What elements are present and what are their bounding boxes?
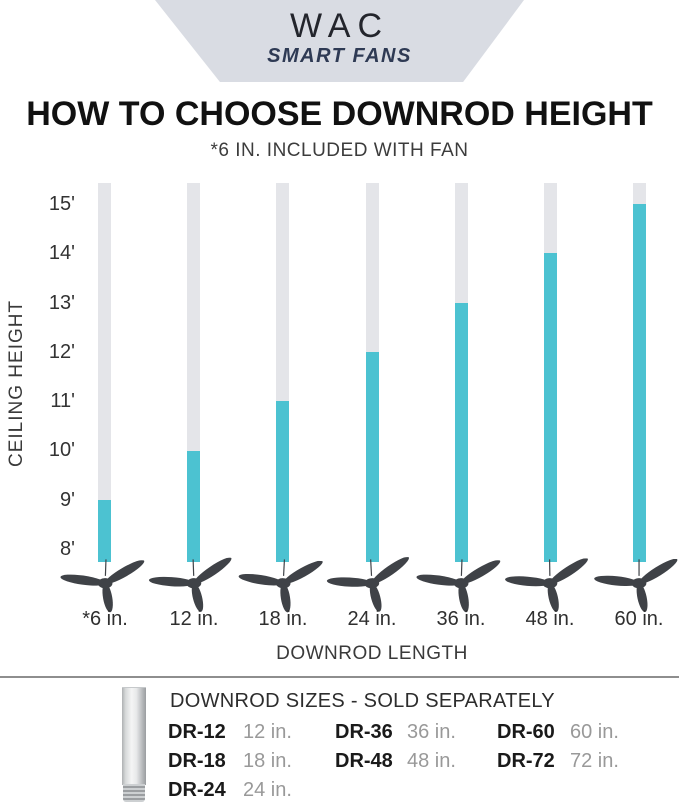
downrod-fill: [544, 253, 557, 562]
model-size: 18 in.: [243, 750, 292, 772]
model-number: DR-12: [168, 721, 226, 743]
size-row: DR-48 48 in.: [335, 747, 456, 776]
y-tick-14: 14': [48, 242, 75, 264]
brand-tagline: SMART FANS: [267, 45, 412, 67]
model-number: DR-18: [168, 750, 226, 772]
y-tick-11: 11': [50, 390, 75, 412]
model-number: DR-48: [335, 750, 393, 772]
y-tick-12: 12': [48, 341, 75, 363]
section-divider: [0, 676, 679, 678]
ceiling-fan-icon: [593, 559, 679, 613]
size-row: DR-72 72 in.: [497, 747, 619, 776]
size-row: DR-18 18 in.: [168, 747, 292, 776]
downrod-bar: [633, 183, 646, 562]
model-size: 24 in.: [243, 779, 292, 801]
size-column-1: DR-12 12 in. DR-18 18 in. DR-24 24 in.: [168, 718, 292, 805]
downrod-fill: [366, 351, 379, 562]
ceiling-fan-icon: [147, 557, 236, 615]
ceiling-fan-icon: [414, 557, 503, 615]
model-number: DR-60: [497, 721, 555, 743]
y-tick-8: 8': [60, 538, 75, 560]
downrod-bar: [276, 183, 289, 562]
footer-title: DOWNROD SIZES - SOLD SEPARATELY: [170, 690, 555, 712]
page-title: HOW TO CHOOSE DOWNROD HEIGHT: [26, 95, 653, 133]
downrod-fill: [187, 450, 200, 562]
downrod-bar: [187, 183, 200, 562]
downrod-fill: [633, 204, 646, 562]
model-size: 36 in.: [407, 721, 456, 743]
ceiling-fan-icon: [58, 557, 147, 615]
x-label-60in: 60 in.: [614, 608, 664, 630]
model-size: 48 in.: [407, 750, 456, 772]
model-number: DR-24: [168, 779, 226, 801]
downrod-fill: [98, 499, 111, 562]
downrod-threads: [123, 784, 145, 802]
ceiling-fan-icon: [504, 558, 592, 614]
x-axis-title: DOWNROD LENGTH: [276, 643, 468, 664]
size-column-3: DR-60 60 in. DR-72 72 in.: [497, 718, 619, 776]
page-subtitle: *6 IN. INCLUDED WITH FAN: [210, 140, 469, 161]
y-tick-13: 13': [48, 292, 75, 314]
model-size: 72 in.: [570, 750, 619, 772]
downrod-fill: [455, 302, 468, 562]
x-label-24in: 24 in.: [347, 608, 397, 630]
downrod-bar: [455, 183, 468, 562]
brand-logo: WAC SMART FANS: [155, 0, 524, 82]
size-row: DR-12 12 in.: [168, 718, 292, 747]
model-size: 12 in.: [243, 721, 292, 743]
size-row: DR-36 36 in.: [335, 718, 456, 747]
ceiling-fan-icon: [236, 556, 326, 616]
downrod-bar: [366, 183, 379, 562]
x-label-18in: 18 in.: [258, 608, 308, 630]
downrod-fill: [276, 401, 289, 562]
downrod-bar: [544, 183, 557, 562]
model-number: DR-72: [497, 750, 555, 772]
downrod-photo: [122, 687, 146, 785]
model-size: 60 in.: [570, 721, 619, 743]
model-number: DR-36: [335, 721, 393, 743]
size-column-2: DR-36 36 in. DR-48 48 in.: [335, 718, 456, 776]
size-row: DR-24 24 in.: [168, 776, 292, 805]
y-tick-15: 15': [48, 193, 75, 215]
y-tick-10: 10': [48, 439, 75, 461]
y-tick-9: 9': [60, 489, 75, 511]
size-row: DR-60 60 in.: [497, 718, 619, 747]
x-label-6in: *6 in.: [82, 608, 128, 630]
downrod-bar: [98, 183, 111, 562]
x-label-36in: 36 in.: [436, 608, 486, 630]
ceiling-fan-icon: [325, 556, 415, 616]
brand-name: WAC: [289, 7, 390, 45]
x-label-12in: 12 in.: [169, 608, 219, 630]
x-label-48in: 48 in.: [525, 608, 575, 630]
